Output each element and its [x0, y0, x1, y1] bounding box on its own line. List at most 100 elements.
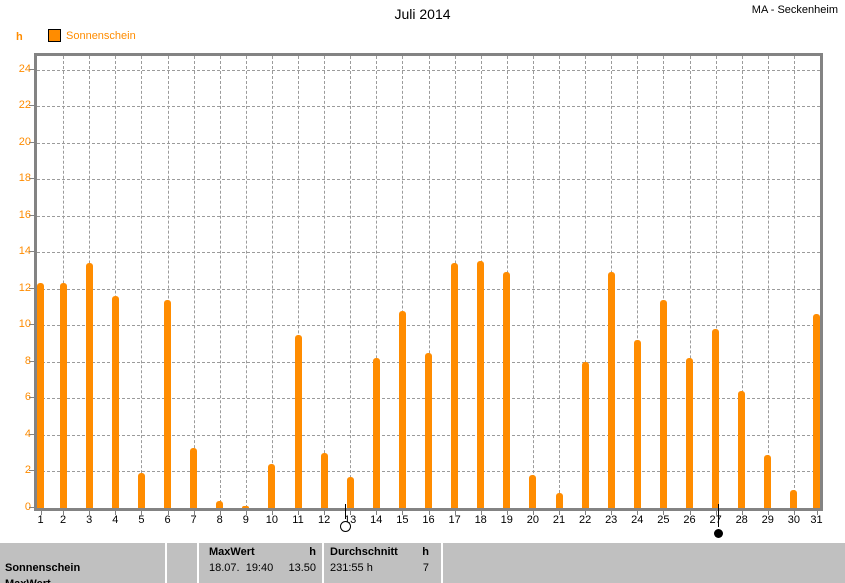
gridline-v: [402, 56, 404, 508]
x-axis-label: 23: [605, 514, 618, 526]
durchschnitt-total: 231:55 h: [330, 562, 373, 574]
x-axis-tick: [376, 511, 378, 515]
bar-day-28: [738, 391, 746, 508]
gridline-v: [193, 56, 195, 508]
x-axis-label: 2: [60, 514, 67, 526]
x-axis-label: 28: [735, 514, 748, 526]
x-axis-tick: [245, 511, 247, 515]
full-moon-icon: [339, 521, 351, 532]
gridline-v: [141, 56, 143, 508]
x-axis-tick: [663, 511, 665, 515]
x-axis-label: 6: [164, 514, 171, 526]
x-axis-tick: [89, 511, 91, 515]
gridline-v: [219, 56, 221, 508]
y-axis-label: 12: [18, 281, 31, 294]
bar-day-13: [346, 476, 354, 508]
bar-day-6: [164, 299, 171, 508]
bar-day-27: [712, 329, 720, 508]
x-axis-tick: [271, 511, 273, 515]
status-cell-empty-1: [165, 543, 197, 583]
x-axis-label: 7: [190, 514, 197, 526]
gridline-v: [637, 56, 639, 508]
gridline-v: [376, 56, 378, 508]
x-axis-tick: [454, 511, 456, 515]
x-axis-label: 17: [448, 514, 461, 526]
status-cell-series: Sonnenschein MaxWert: [0, 543, 165, 583]
bar-day-16: [425, 352, 432, 508]
durchschnitt-value: 7: [422, 562, 429, 574]
x-axis-label: 11: [292, 514, 304, 526]
x-axis-tick: [559, 511, 560, 515]
gridline-v: [245, 56, 247, 508]
station-label: MA - Seckenheim: [751, 4, 838, 16]
bar-day-19: [503, 272, 511, 508]
y-axis-label: 10: [18, 318, 31, 331]
x-axis-label: 8: [216, 514, 223, 526]
bar-day-20: [529, 475, 537, 508]
bar-day-31: [813, 314, 820, 508]
y-axis-label: 20: [18, 135, 31, 148]
x-axis-label: 1: [37, 514, 44, 526]
plot-area: [37, 56, 820, 508]
x-axis-label: 9: [242, 514, 249, 526]
gridline-v: [767, 56, 769, 508]
x-axis-label: 27: [709, 514, 722, 526]
gridline-v: [741, 56, 743, 508]
x-axis-tick: [741, 511, 743, 515]
bar-day-5: [137, 473, 145, 508]
bar-day-25: [659, 299, 667, 508]
bar-day-4: [111, 296, 119, 508]
x-axis-label: 19: [500, 514, 513, 526]
gridline-v: [715, 56, 717, 508]
bar-day-15: [398, 310, 406, 508]
gridline-v: [167, 56, 169, 508]
bar-day-29: [764, 455, 772, 508]
bar-day-21: [555, 493, 563, 508]
x-axis-label: 3: [86, 514, 93, 526]
status-series-name: Sonnenschein: [5, 562, 81, 574]
bar-day-9: [242, 506, 250, 508]
x-axis-label: 20: [526, 514, 540, 526]
x-axis-tick: [219, 511, 221, 515]
x-axis-tick: [324, 511, 326, 515]
x-axis-tick: [40, 511, 42, 515]
gridline-v: [63, 56, 65, 508]
x-axis-label: 15: [396, 514, 409, 526]
x-axis-label: 26: [683, 514, 696, 526]
x-axis-tick: [63, 511, 65, 515]
bar-day-7: [190, 447, 198, 508]
status-cell-maxwert: MaxWert h 18.07. 19:40 13.50: [197, 543, 322, 583]
x-axis-tick: [480, 511, 482, 515]
y-axis-label: 14: [18, 245, 31, 258]
bar-day-26: [686, 358, 693, 508]
x-axis-label: 18: [474, 514, 487, 526]
status-clipped-row-label: MaxWert: [5, 578, 51, 583]
bar-day-12: [320, 453, 328, 508]
gridline-v: [350, 56, 352, 508]
y-axis-label: 0: [24, 501, 31, 513]
bar-day-14: [372, 358, 380, 508]
x-axis-label: 5: [138, 514, 145, 526]
bar-day-18: [477, 261, 485, 508]
y-axis-label: 8: [24, 354, 31, 367]
y-axis-label: 16: [18, 208, 31, 221]
gridline-v: [793, 56, 795, 508]
x-axis-tick: [141, 511, 143, 515]
x-axis-tick: [298, 511, 299, 515]
bar-day-11: [294, 334, 302, 508]
x-axis-tick: [350, 511, 352, 515]
bar-day-1: [37, 283, 44, 508]
x-axis-label: 30: [787, 514, 801, 526]
status-bar: Sonnenschein MaxWert MaxWert h 18.07. 19…: [0, 543, 845, 583]
chart-frame: [34, 53, 823, 511]
x-axis-tick: [816, 511, 818, 515]
bar-day-17: [451, 263, 459, 508]
gridline-v: [689, 56, 691, 508]
bar-day-23: [607, 272, 615, 508]
x-axis-tick: [767, 511, 769, 515]
legend-series-label: Sonnenschein: [66, 29, 136, 42]
x-axis-tick: [689, 511, 691, 515]
durchschnitt-header: Durchschnitt: [330, 546, 398, 558]
gridline-v: [298, 56, 299, 508]
gridline-v: [428, 56, 430, 508]
